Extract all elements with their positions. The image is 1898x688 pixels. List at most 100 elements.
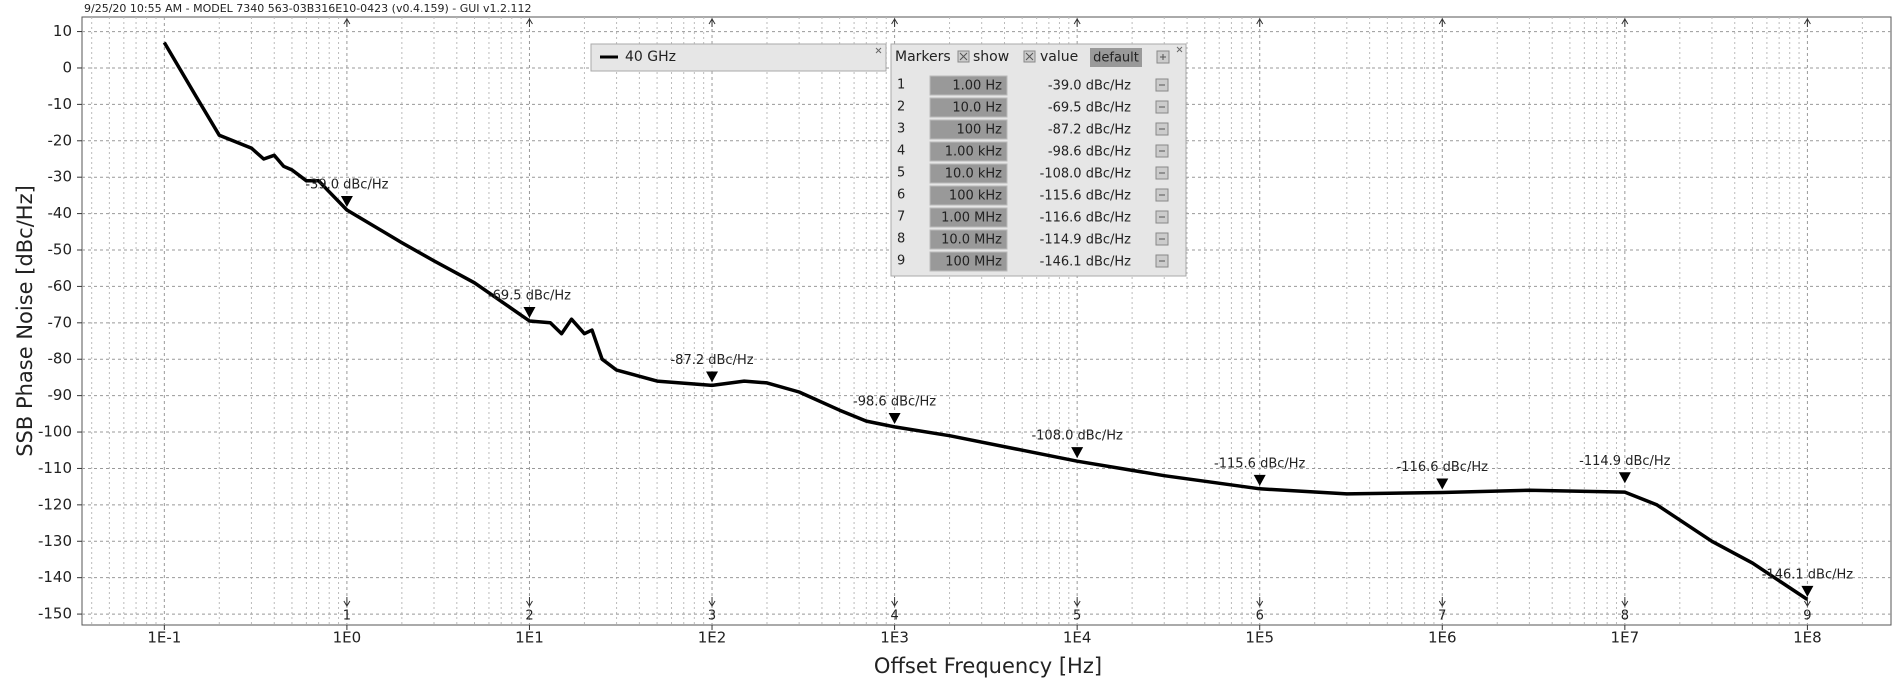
marker-top-arrow: [1073, 18, 1081, 27]
marker-bottom-arrow: [1803, 597, 1811, 607]
marker-number: 7: [1438, 609, 1446, 624]
marker-label: -114.9 dBc/Hz: [1579, 454, 1671, 469]
value-check: [1025, 52, 1034, 61]
marker-row-freq-box: [929, 75, 1008, 96]
marker-bottom-arrow: [891, 597, 899, 607]
y-tick-label: -120: [38, 495, 72, 513]
marker-label: -39.0 dBc/Hz: [305, 177, 388, 192]
marker-row-value: -115.6 dBc/Hz: [1040, 189, 1132, 204]
y-tick-label: -90: [48, 386, 73, 404]
marker-triangle: [1618, 472, 1631, 484]
x-tick-label: 1E6: [1428, 629, 1457, 647]
marker-row-freq-box: [929, 207, 1008, 228]
x-tick-label: 1E4: [1063, 629, 1092, 647]
marker-row-id: 9: [897, 254, 905, 269]
marker-label: -69.5 dBc/Hz: [488, 289, 571, 304]
default-button[interactable]: [1090, 48, 1142, 67]
marker-row-id: 6: [897, 188, 905, 203]
marker-triangle: [340, 195, 353, 207]
marker-row-id: 7: [897, 210, 905, 225]
marker-row-freq: 1.00 MHz: [941, 211, 1002, 226]
y-tick-label: -50: [48, 241, 73, 259]
y-tick-label: -30: [48, 168, 73, 186]
marker-row-id: 2: [897, 100, 905, 115]
x-tick-label: 1E5: [1245, 629, 1274, 647]
y-tick-label: -110: [38, 459, 72, 477]
marker-row-freq-box: [929, 97, 1008, 118]
marker-row-freq: 1.00 Hz: [952, 79, 1002, 94]
marker-row-freq-box: [929, 229, 1008, 250]
y-tick-label: -10: [48, 95, 73, 113]
marker-top-arrow: [1803, 18, 1811, 27]
marker-triangle: [706, 371, 719, 383]
y-tick-label: 10: [53, 22, 72, 40]
y-tick-label: -60: [48, 277, 73, 295]
marker-number: 5: [1073, 609, 1081, 624]
y-tick-label: -140: [38, 568, 72, 586]
y-tick-label: -150: [38, 605, 72, 623]
marker-label: -87.2 dBc/Hz: [670, 353, 753, 368]
marker-top-arrow: [343, 18, 351, 27]
marker-row-value: -146.1 dBc/Hz: [1040, 255, 1132, 270]
marker-row-freq: 100 kHz: [949, 189, 1002, 204]
marker-row-value: -87.2 dBc/Hz: [1048, 123, 1131, 138]
marker-top-arrow: [526, 18, 533, 27]
marker-top-arrow: [1621, 18, 1629, 27]
default-label: default: [1093, 51, 1139, 66]
marker-row-value: -69.5 dBc/Hz: [1048, 101, 1131, 116]
marker-row-freq-box: [929, 163, 1008, 184]
marker-label: -98.6 dBc/Hz: [853, 394, 936, 409]
marker-top-arrow: [891, 18, 899, 27]
legend-label: 40 GHz: [625, 49, 676, 65]
panel-close: [1176, 46, 1183, 53]
x-tick-label: 1E7: [1611, 629, 1640, 647]
series-line: [162, 41, 1809, 601]
marker-row-freq-box: [929, 141, 1008, 162]
x-tick-label: 1E8: [1793, 629, 1822, 647]
y-tick-label: -70: [48, 313, 73, 331]
legend-close: [875, 47, 882, 54]
marker-number: 3: [708, 609, 716, 624]
y-tick-label: -80: [48, 350, 73, 368]
marker-row-value: -39.0 dBc/Hz: [1048, 79, 1131, 94]
marker-label: -115.6 dBc/Hz: [1214, 456, 1306, 471]
marker-row-id: 3: [897, 122, 905, 137]
marker-triangle: [888, 412, 901, 424]
legend-box: [590, 43, 887, 72]
marker-number: 4: [890, 609, 898, 624]
marker-label: -108.0 dBc/Hz: [1031, 429, 1123, 444]
marker-number: 2: [525, 609, 533, 624]
y-tick-label: -20: [48, 131, 73, 149]
marker-top-arrow: [1438, 18, 1446, 27]
y-tick-label: -130: [38, 532, 72, 550]
marker-row-freq-box: [929, 119, 1008, 140]
marker-bottom-arrow: [708, 597, 716, 607]
y-tick-label: 0: [62, 58, 72, 76]
marker-label: -146.1 dBc/Hz: [1762, 567, 1854, 582]
value-label: value: [1040, 49, 1078, 65]
marker-bottom-arrow: [343, 597, 351, 607]
marker-row-value: -116.6 dBc/Hz: [1040, 211, 1132, 226]
x-tick-label: 1E0: [333, 629, 362, 647]
marker-bottom-arrow: [1256, 597, 1264, 607]
marker-row-freq: 10.0 MHz: [941, 233, 1002, 248]
marker-row-freq: 100 Hz: [956, 123, 1002, 138]
marker-number: 6: [1256, 609, 1264, 624]
y-axis-title: SSB Phase Noise [dBc/Hz]: [13, 185, 37, 457]
marker-row-freq-box: [929, 185, 1008, 206]
add-icon: [1160, 54, 1166, 60]
marker-row-value: -108.0 dBc/Hz: [1040, 167, 1132, 182]
marker-bottom-arrow: [526, 597, 533, 607]
x-tick-label: 1E1: [515, 629, 544, 647]
marker-bottom-arrow: [1438, 597, 1446, 607]
marker-row-value: -114.9 dBc/Hz: [1040, 233, 1132, 248]
marker-number: 8: [1621, 609, 1629, 624]
marker-bottom-arrow: [1621, 597, 1629, 607]
marker-row-id: 8: [897, 232, 905, 247]
marker-row-freq: 10.0 Hz: [952, 101, 1002, 116]
marker-row-freq: 10.0 kHz: [945, 167, 1002, 182]
marker-number: 1: [343, 609, 351, 624]
y-tick-label: -100: [38, 423, 72, 441]
marker-panel-title: Markers: [895, 49, 951, 65]
